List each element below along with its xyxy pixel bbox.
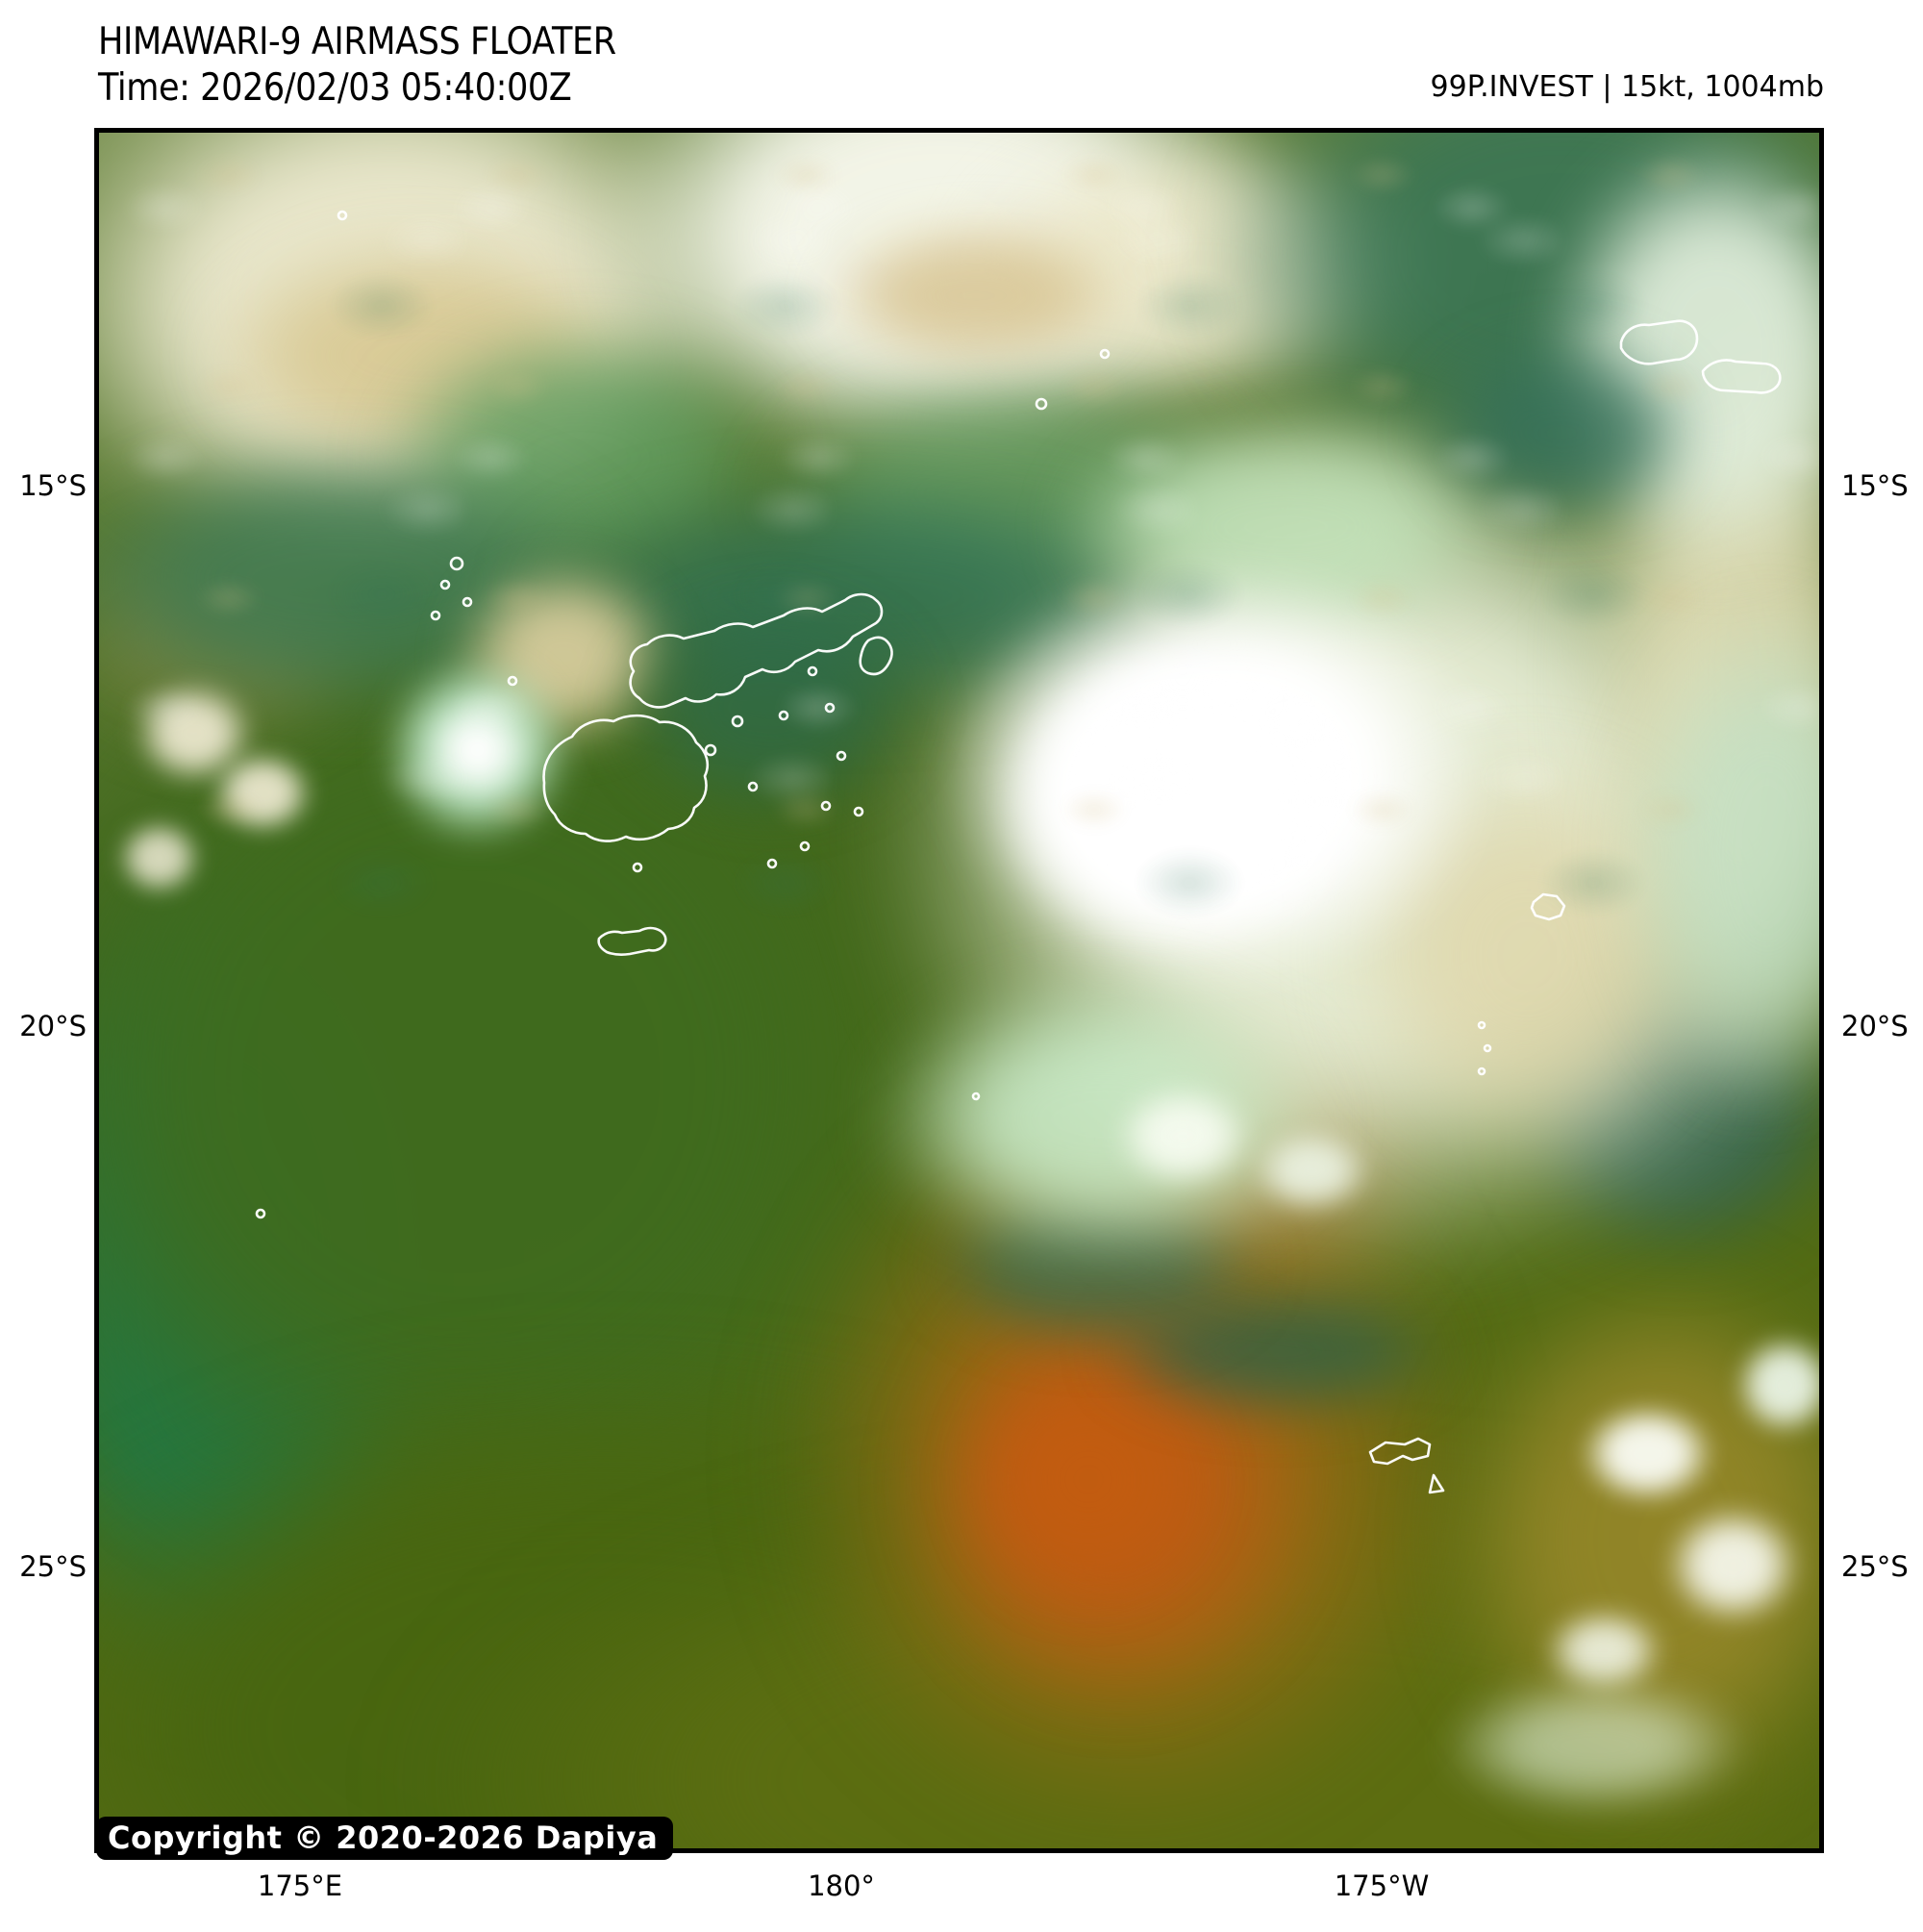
storm-status: 99P.INVEST | 15kt, 1004mb — [1430, 70, 1824, 104]
lat-label-right-25s: 25°S — [1841, 1550, 1909, 1583]
lon-label-175w: 175°W — [1334, 1869, 1430, 1902]
coastline-eua — [1428, 1473, 1445, 1494]
coastline-vavau — [1530, 892, 1566, 921]
header: HIMAWARI-9 AIRMASS FLOATER Time: 2026/02… — [98, 19, 616, 112]
coastline-viti-levu — [542, 714, 709, 842]
lon-label-175e: 175°E — [257, 1869, 343, 1902]
lat-label-left-15s: 15°S — [19, 469, 87, 502]
satellite-map-frame — [94, 128, 1824, 1853]
coastline-tongatapu — [1368, 1437, 1432, 1466]
copyright-badge: Copyright © 2020-2026 Dapiya — [96, 1817, 674, 1860]
satellite-image — [99, 133, 1819, 1848]
page-title: HIMAWARI-9 AIRMASS FLOATER — [98, 20, 616, 63]
lon-label-180: 180° — [808, 1869, 875, 1902]
coastline-savaii — [1619, 319, 1699, 365]
lat-label-left-20s: 20°S — [19, 1010, 87, 1042]
lat-label-right-20s: 20°S — [1841, 1010, 1909, 1042]
timestamp: Time: 2026/02/03 05:40:00Z — [98, 66, 572, 110]
lat-label-right-15s: 15°S — [1841, 469, 1909, 502]
lat-label-left-25s: 25°S — [19, 1550, 87, 1583]
coastline-vanua-levu — [629, 592, 884, 709]
coastline-upolu — [1701, 359, 1782, 394]
coastline-kadavu — [597, 926, 667, 956]
coastline-taveuni — [859, 636, 893, 676]
coastline-overlay — [255, 210, 1782, 1494]
